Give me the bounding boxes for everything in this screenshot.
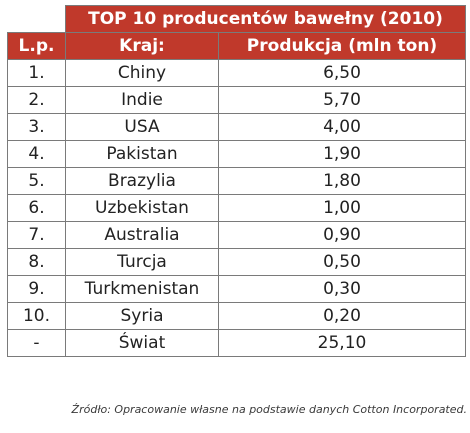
cell-produkcja: 0,20 (217, 302, 467, 330)
cell-produkcja: 1,80 (217, 167, 467, 195)
cell-lp: - (7, 329, 66, 357)
cell-lp: 9. (7, 275, 66, 303)
cell-lp: 4. (7, 140, 66, 168)
table-row: 10. Syria 0,20 (7, 302, 467, 330)
table-row: 9. Turkmenistan 0,30 (7, 275, 467, 303)
table-row: 1. Chiny 6,50 (7, 59, 467, 87)
cell-lp: 3. (7, 113, 66, 141)
table-row: 8. Turcja 0,50 (7, 248, 467, 276)
cell-kraj: Świat (65, 329, 219, 357)
table-row: 2. Indie 5,70 (7, 86, 467, 114)
cell-kraj: Turkmenistan (65, 275, 219, 303)
cell-lp: 8. (7, 248, 66, 276)
header-lp: L.p. (7, 32, 66, 60)
cell-kraj: USA (65, 113, 219, 141)
cell-lp: 6. (7, 194, 66, 222)
cotton-producers-table: TOP 10 producentów bawełny (2010) L.p. K… (7, 5, 467, 357)
cell-produkcja: 4,00 (217, 113, 467, 141)
cell-lp: 10. (7, 302, 66, 330)
header-row: L.p. Kraj: Produkcja (mln ton) (7, 32, 467, 60)
cell-kraj: Indie (65, 86, 219, 114)
table-row: 5. Brazylia 1,80 (7, 167, 467, 195)
table-row: 6. Uzbekistan 1,00 (7, 194, 467, 222)
table-title: TOP 10 producentów bawełny (2010) (64, 5, 467, 33)
cell-produkcja: 0,30 (217, 275, 467, 303)
cell-produkcja: 1,00 (217, 194, 467, 222)
cell-kraj: Australia (65, 221, 219, 249)
cell-kraj: Brazylia (65, 167, 219, 195)
cell-produkcja: 6,50 (217, 59, 467, 87)
title-row: TOP 10 producentów bawełny (2010) (7, 5, 467, 33)
table-row: 7. Australia 0,90 (7, 221, 467, 249)
cell-kraj: Syria (65, 302, 219, 330)
cell-lp: 1. (7, 59, 66, 87)
cell-produkcja: 0,50 (217, 248, 467, 276)
cell-produkcja: 25,10 (217, 329, 467, 357)
cell-kraj: Chiny (65, 59, 219, 87)
title-blank-cell (7, 5, 66, 33)
table-row: 4. Pakistan 1,90 (7, 140, 467, 168)
source-note: Źródło: Opracowanie własne na podstawie … (71, 403, 467, 416)
table-row: - Świat 25,10 (7, 329, 467, 357)
cell-kraj: Pakistan (65, 140, 219, 168)
cell-lp: 2. (7, 86, 66, 114)
cell-lp: 5. (7, 167, 66, 195)
cell-kraj: Turcja (65, 248, 219, 276)
cell-produkcja: 5,70 (217, 86, 467, 114)
cell-produkcja: 0,90 (217, 221, 467, 249)
table-row: 3. USA 4,00 (7, 113, 467, 141)
cell-produkcja: 1,90 (217, 140, 467, 168)
cell-lp: 7. (7, 221, 66, 249)
header-kraj: Kraj: (65, 32, 219, 60)
header-produkcja: Produkcja (mln ton) (217, 32, 467, 60)
cell-kraj: Uzbekistan (65, 194, 219, 222)
